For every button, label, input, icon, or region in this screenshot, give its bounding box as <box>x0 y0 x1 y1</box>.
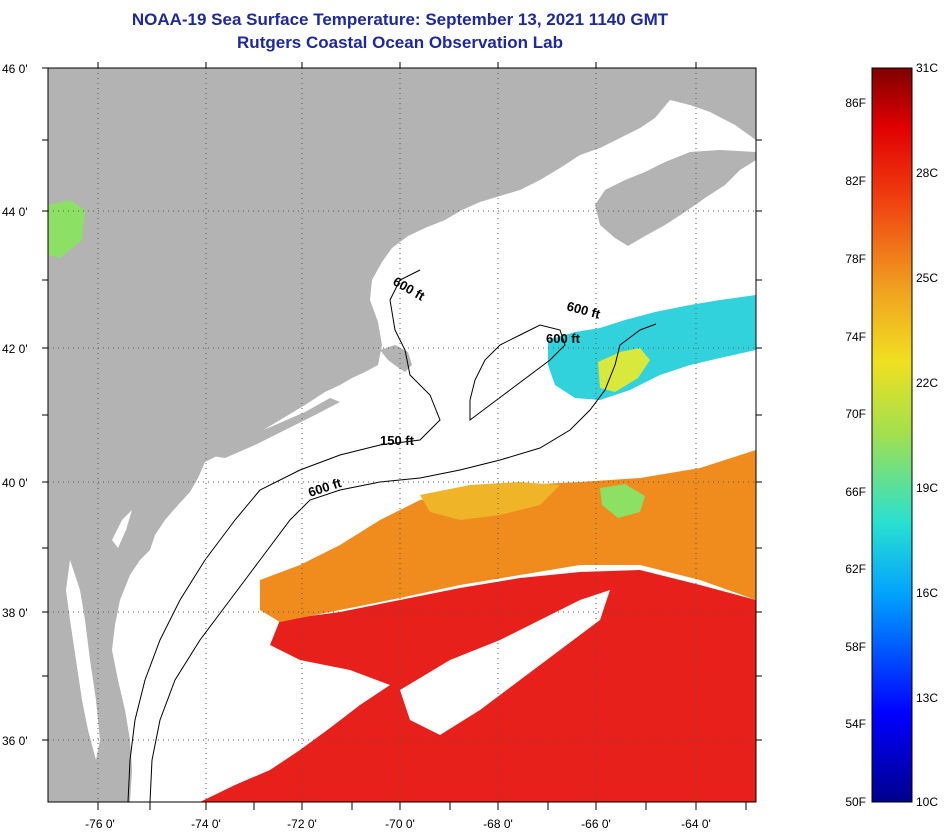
lon-label: -72 0' <box>287 817 317 831</box>
celsius-label: 22C <box>916 376 938 390</box>
temperature-colorbar <box>871 67 913 803</box>
contour-150ft <box>127 269 441 802</box>
contour-label: 150 ft <box>380 433 415 448</box>
celsius-label: 19C <box>916 481 938 495</box>
chesapeake-bay <box>66 560 100 760</box>
sst-yellow-patch <box>420 482 560 520</box>
fahrenheit-label: 54F <box>845 717 866 731</box>
land-cape-cod <box>380 345 412 372</box>
colorbar-celsius-scale: 31C 28C 25C 22C 19C 16C 13C 10C <box>916 61 938 809</box>
lon-label: -70 0' <box>385 817 415 831</box>
celsius-label: 10C <box>916 795 938 809</box>
latitude-ticks <box>42 67 762 741</box>
lon-label: -64 0' <box>681 817 711 831</box>
longitude-axis: -76 0' -74 0' -72 0' -70 0' -68 0' -66 0… <box>85 817 711 831</box>
lon-label: -68 0' <box>483 817 513 831</box>
fahrenheit-label: 66F <box>845 485 866 499</box>
celsius-label: 31C <box>916 61 938 75</box>
contour-600ft <box>149 323 657 802</box>
map-subtitle: Rutgers Coastal Ocean Observation Lab <box>237 33 563 52</box>
contour-label: 600 ft <box>546 331 581 346</box>
delaware-bay <box>112 510 132 548</box>
colorbar-fahrenheit-scale: 86F 82F 78F 74F 70F 66F 62F 58F 54F 50F <box>845 96 866 809</box>
contour-georges-bank <box>469 324 566 421</box>
lon-label: -76 0' <box>85 817 115 831</box>
fahrenheit-label: 50F <box>845 795 866 809</box>
celsius-label: 25C <box>916 271 938 285</box>
lat-label: 38 0' <box>2 606 28 620</box>
sst-lake-patch <box>48 200 85 258</box>
land-nova-scotia <box>595 150 756 246</box>
lon-label: -74 0' <box>191 817 221 831</box>
longitude-ticks <box>97 62 747 810</box>
lat-label: 46 0' <box>2 62 28 76</box>
celsius-label: 16C <box>916 586 938 600</box>
lat-label: 42 0' <box>2 342 28 356</box>
fahrenheit-label: 86F <box>845 96 866 110</box>
celsius-label: 13C <box>916 691 938 705</box>
sst-cloud-streak <box>400 590 610 735</box>
sst-green-eddy <box>600 484 645 518</box>
graticule <box>48 68 756 802</box>
fahrenheit-label: 74F <box>845 330 866 344</box>
fahrenheit-label: 82F <box>845 174 866 188</box>
fahrenheit-label: 70F <box>845 407 866 421</box>
latitude-axis: 46 0' 44 0' 42 0' 40 0' 38 0' 36 0' <box>2 62 28 748</box>
lon-label: -66 0' <box>581 817 611 831</box>
sst-yellow-eddy <box>598 348 650 392</box>
map-panel <box>48 68 756 802</box>
map-title: NOAA-19 Sea Surface Temperature: Septemb… <box>131 10 669 29</box>
land-long-island <box>205 398 340 458</box>
celsius-label: 28C <box>916 166 938 180</box>
lat-label: 44 0' <box>2 205 28 219</box>
lat-label: 36 0' <box>2 734 28 748</box>
fahrenheit-label: 78F <box>845 252 866 266</box>
fahrenheit-label: 58F <box>845 640 866 654</box>
fahrenheit-label: 62F <box>845 562 866 576</box>
land-mainland <box>48 68 756 802</box>
map-frame <box>47 67 757 803</box>
lat-label: 40 0' <box>2 476 28 490</box>
